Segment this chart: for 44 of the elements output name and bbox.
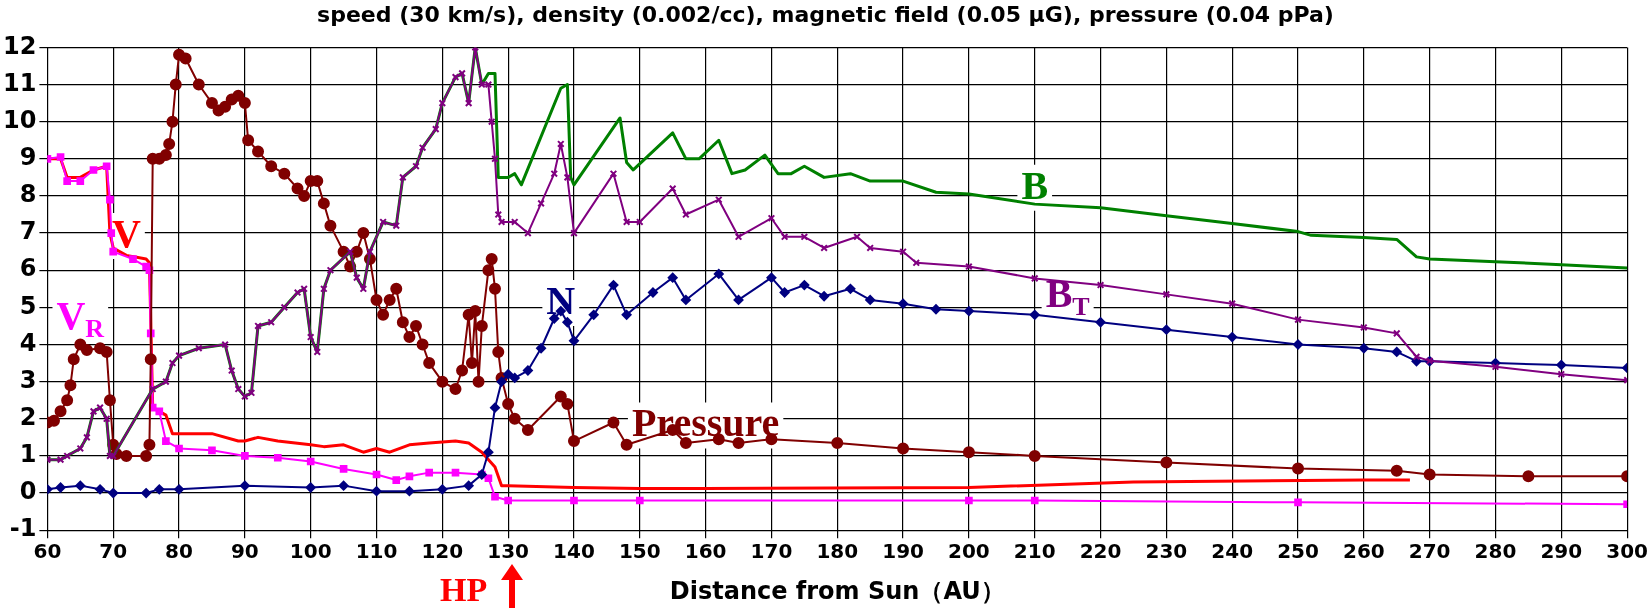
x-tick-label: 180 bbox=[816, 539, 859, 564]
series-label: N bbox=[546, 277, 576, 323]
x-tick-label: 70 bbox=[99, 539, 128, 564]
text: HP bbox=[440, 571, 488, 609]
y-tick-label: 4 bbox=[19, 328, 37, 357]
x-tick-label: 300 bbox=[1606, 539, 1648, 564]
y-tick-label: 0 bbox=[19, 477, 37, 506]
x-tick-label: 270 bbox=[1408, 539, 1451, 564]
series-label: Pressure bbox=[631, 400, 780, 446]
y-tick-label: 12 bbox=[2, 31, 37, 60]
y-tick-label: 7 bbox=[19, 217, 37, 246]
y-tick-label: 2 bbox=[19, 403, 37, 432]
y-tick-label: 6 bbox=[19, 254, 37, 283]
x-tick-label: 110 bbox=[355, 539, 398, 564]
series-label: V bbox=[111, 211, 141, 257]
x-tick-label: 280 bbox=[1474, 539, 1517, 564]
x-tick-label: 120 bbox=[421, 539, 464, 564]
x-tick-label: 190 bbox=[882, 539, 924, 564]
series-label: B bbox=[1021, 162, 1049, 208]
y-tick-label: 10 bbox=[2, 105, 37, 134]
y-tick-label: 9 bbox=[19, 143, 37, 172]
x-tick-label: 250 bbox=[1277, 539, 1319, 564]
x-tick-label: 230 bbox=[1145, 539, 1188, 564]
x-tick-label: 260 bbox=[1342, 539, 1385, 564]
x-tick-label: 100 bbox=[289, 539, 332, 564]
x-tick-label: 200 bbox=[948, 539, 990, 564]
x-tick-label: 80 bbox=[165, 539, 193, 564]
x-tick-label: 170 bbox=[750, 539, 793, 564]
y-tick-label: 3 bbox=[19, 365, 37, 394]
x-tick-label: 150 bbox=[618, 539, 661, 564]
x-tick-label: 90 bbox=[230, 539, 259, 564]
x-tick-label: 210 bbox=[1013, 539, 1056, 564]
x-tick-label: 290 bbox=[1540, 539, 1583, 564]
x-axis-title: Distance from Sun（AU） bbox=[669, 576, 1005, 605]
y-tick-label: 5 bbox=[19, 291, 37, 320]
x-tick-label: 130 bbox=[487, 539, 530, 564]
y-tick-label: 1 bbox=[19, 440, 37, 469]
x-tick-label: 140 bbox=[553, 539, 595, 564]
x-tick-label: 160 bbox=[684, 539, 727, 564]
y-tick-label: 8 bbox=[19, 180, 37, 209]
x-tick-label: 240 bbox=[1211, 539, 1254, 564]
x-tick-label: 220 bbox=[1079, 539, 1122, 564]
y-tick-label: 11 bbox=[2, 68, 37, 97]
chart-title: speed (30 km/s), density (0.002/cc), magnetic field (0.05 μG), pressure (0.04 pPa) bbox=[316, 1, 1335, 29]
